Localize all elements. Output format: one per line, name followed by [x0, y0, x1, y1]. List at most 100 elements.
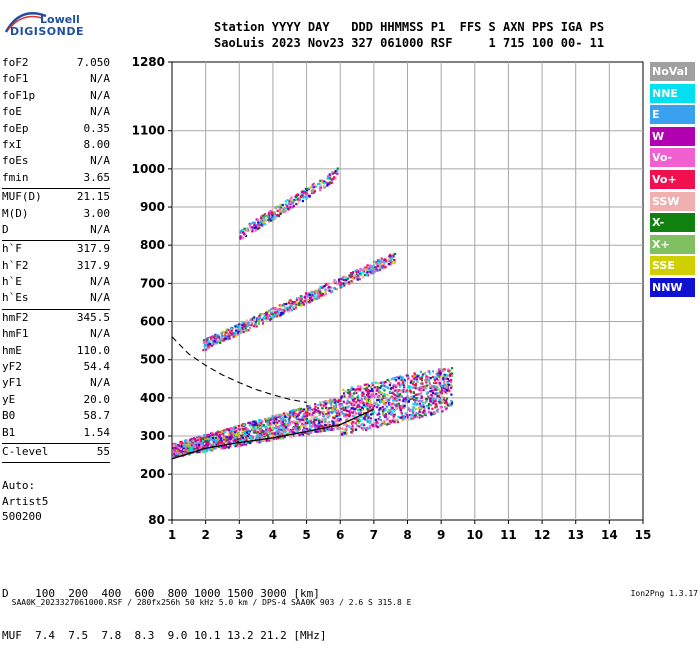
- echo-point: [174, 442, 177, 445]
- echo-point: [428, 381, 431, 384]
- echo-point: [369, 399, 372, 402]
- echo-point: [413, 377, 416, 380]
- echo-point: [191, 444, 194, 447]
- echo-point: [282, 437, 285, 440]
- echo-point: [275, 430, 278, 433]
- echo-point: [208, 343, 211, 346]
- echo-point: [318, 413, 321, 417]
- echo-point: [353, 403, 356, 406]
- echo-point: [260, 422, 263, 425]
- echo-point: [322, 428, 326, 431]
- echo-point: [263, 213, 266, 216]
- echo-point: [387, 386, 390, 389]
- echo-point: [220, 432, 223, 435]
- echo-point: [406, 396, 409, 399]
- echo-point: [275, 418, 278, 421]
- echo-point: [272, 421, 275, 425]
- echo-point: [300, 408, 303, 411]
- echo-point: [362, 394, 365, 397]
- echo-point: [362, 405, 365, 408]
- echo-point: [235, 430, 238, 433]
- echo-point: [319, 291, 322, 294]
- echo-point: [238, 434, 241, 437]
- echo-point: [401, 417, 405, 420]
- echo-point: [271, 428, 274, 431]
- echo-point: [268, 219, 271, 222]
- echo-point: [337, 282, 340, 285]
- echo-point: [319, 430, 322, 433]
- echo-point: [382, 401, 385, 404]
- echo-point: [333, 404, 336, 407]
- echo-point: [363, 424, 366, 427]
- echo-point: [322, 185, 325, 188]
- echo-point: [260, 430, 263, 433]
- y-tick-label: 1000: [132, 162, 165, 176]
- logo-line1: Lowell: [40, 13, 80, 26]
- echo-point: [274, 217, 277, 220]
- echo-point: [273, 211, 276, 214]
- echo-point: [298, 297, 301, 300]
- param-value: 21.15: [76, 190, 110, 204]
- echo-point: [351, 398, 355, 402]
- echo-point: [380, 401, 383, 404]
- echo-point: [315, 415, 319, 418]
- echo-point: [423, 372, 426, 375]
- echo-point: [343, 395, 346, 398]
- echo-point: [441, 410, 444, 413]
- param-name: foF1p: [2, 88, 36, 102]
- echo-point: [411, 395, 414, 398]
- echo-point: [270, 311, 273, 314]
- param-row: yF1 N/A: [2, 376, 110, 392]
- echo-point: [230, 434, 233, 437]
- echo-point: [430, 412, 433, 415]
- lowell-digisonde-logo: Lowell DIGISONDE: [2, 4, 83, 44]
- echo-point: [377, 259, 380, 262]
- echo-point: [258, 226, 261, 229]
- echo-point: [357, 417, 360, 420]
- echo-point: [205, 342, 209, 345]
- echo-point: [296, 430, 299, 433]
- echo-point: [408, 410, 412, 413]
- echo-point: [368, 421, 371, 425]
- echo-point: [421, 399, 424, 403]
- echo-point: [296, 416, 299, 419]
- echo-point: [423, 411, 426, 415]
- echo-point: [393, 376, 396, 379]
- echo-point: [195, 445, 198, 448]
- echo-point: [441, 370, 444, 373]
- echo-point: [218, 435, 221, 438]
- echo-point: [321, 425, 325, 428]
- echo-point: [327, 286, 330, 289]
- echo-point: [326, 408, 329, 411]
- echo-point: [238, 442, 242, 445]
- echo-point: [211, 433, 214, 436]
- echo-point: [298, 303, 301, 307]
- echo-point: [239, 237, 242, 240]
- echo-point: [450, 385, 453, 388]
- echo-point: [294, 423, 297, 426]
- echo-point: [242, 325, 245, 328]
- param-value: N/A: [90, 72, 110, 86]
- echo-point: [435, 382, 438, 385]
- echo-point: [244, 434, 247, 437]
- param-name: hmF1: [2, 327, 29, 341]
- echo-point: [361, 406, 364, 409]
- echo-point: [366, 383, 369, 386]
- echo-point: [335, 407, 338, 410]
- echo-point: [391, 391, 394, 394]
- echo-point: [265, 311, 268, 315]
- echo-point: [366, 385, 369, 388]
- echo-point: [331, 401, 334, 404]
- echo-point: [220, 447, 223, 450]
- echo-point: [355, 268, 359, 272]
- echo-point: [289, 201, 292, 205]
- echo-point: [254, 323, 257, 326]
- param-name: yE: [2, 392, 16, 406]
- echo-point: [345, 282, 348, 285]
- echo-point: [315, 426, 318, 430]
- echo-point: [338, 403, 341, 406]
- echo-point: [279, 313, 282, 317]
- echo-point: [344, 406, 348, 409]
- echo-point: [333, 409, 336, 412]
- echo-point: [433, 377, 436, 380]
